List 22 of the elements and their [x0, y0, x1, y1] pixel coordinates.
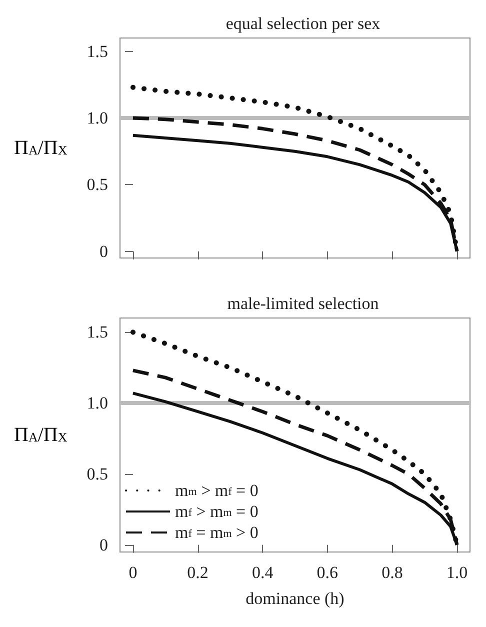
x-axis-title: dominance (h): [246, 589, 344, 608]
y-axis-title: ΠA/ΠX: [14, 424, 68, 446]
y-tick-label: 1.5: [86, 42, 108, 61]
y-tick-label: 1.0: [86, 394, 108, 413]
y-tick-label: 0: [100, 535, 108, 554]
x-tick-label: 0.2: [187, 563, 208, 582]
legend-label: mf > mm = 0: [175, 502, 258, 521]
y-tick-label: 0.5: [86, 175, 108, 194]
x-tick-label: 0.8: [382, 563, 403, 582]
x-tick-label: 0: [128, 563, 138, 582]
y-tick-label: 1.5: [86, 322, 108, 342]
x-tick-label: 1.0: [446, 563, 468, 582]
x-tick-label: 0.4: [252, 563, 274, 582]
chart-title: male-limited selection: [227, 294, 380, 313]
y-tick-label: 0.5: [86, 464, 108, 484]
y-tick-label: 0: [100, 242, 108, 261]
y-tick-label: 1.0: [86, 108, 108, 128]
legend-label: mm > mf = 0: [175, 481, 258, 500]
chart-title: equal selection per sex: [226, 14, 381, 33]
legend-label: mf = mm > 0: [175, 523, 258, 542]
x-tick-label: 0.6: [316, 563, 338, 582]
y-axis-title: ΠA/ΠX: [14, 137, 68, 159]
